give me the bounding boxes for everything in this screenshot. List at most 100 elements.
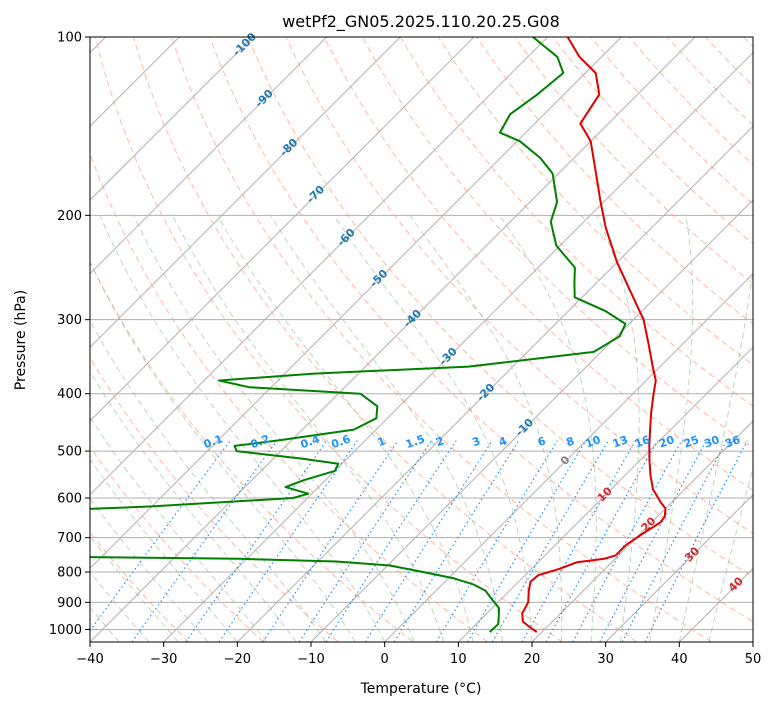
dry-adiabat xyxy=(90,446,264,642)
y-tick-label: 1000 xyxy=(49,623,82,638)
moist-adiabat xyxy=(90,319,327,642)
axes: −40 −30 −20 −10 0 10 20 30 40 50 1000 900 800 700 600 5… xyxy=(49,31,761,668)
chart-title: wetPf2_GN05.2025.110.20.25.G08 xyxy=(282,12,560,32)
mixing-ratio-label: 4 xyxy=(497,434,509,449)
mixing-ratio-line xyxy=(545,440,659,642)
isotherm-line xyxy=(90,37,328,275)
y-axis-title: Pressure (hPa) xyxy=(13,290,29,390)
mixing-ratio-line xyxy=(621,440,728,642)
mixing-ratio-label: 0.6 xyxy=(330,432,353,451)
mixing-ratio-label: 13 xyxy=(611,433,630,450)
mixing-ratio-label: 3 xyxy=(470,434,482,449)
dewpoint-trace xyxy=(90,37,627,633)
isotherm-line xyxy=(384,272,753,642)
moist-adiabat xyxy=(270,215,503,642)
mixing-ratio-line xyxy=(491,440,609,642)
moist-adiabat xyxy=(678,265,753,642)
mixing-ratio-line xyxy=(521,440,637,642)
moist-adiabat xyxy=(499,215,597,642)
mixing-ratio-label: 0.1 xyxy=(202,432,225,451)
plot-frame xyxy=(89,36,754,643)
moist-adiabat xyxy=(90,260,356,642)
mixing-ratio-line xyxy=(466,440,587,642)
y-tick-label: 700 xyxy=(57,531,82,546)
dry-adiabat xyxy=(476,37,753,325)
x-tick-label: 20 xyxy=(524,652,541,667)
mixing-ratio-label: 8 xyxy=(564,434,576,449)
mixing-ratio-label: 10 xyxy=(584,433,603,451)
mixing-ratio-label: 0.4 xyxy=(299,432,322,451)
mixing-ratio-line xyxy=(298,440,432,642)
x-tick-label: 10 xyxy=(450,652,467,667)
y-tick-label: 200 xyxy=(57,209,82,224)
dry-adiabat xyxy=(132,37,638,642)
background-lines xyxy=(90,37,753,642)
y-tick-label: 100 xyxy=(57,31,82,46)
moist-adiabat xyxy=(596,215,640,642)
moist-adiabat xyxy=(217,215,474,642)
mixing-ratio-label: 1.5 xyxy=(404,432,427,451)
moist-adiabat xyxy=(333,215,533,642)
mixing-ratio-label: 2 xyxy=(434,434,446,449)
y-tick-label: 600 xyxy=(57,492,82,507)
moist-adiabat xyxy=(172,215,445,642)
moist-adiabat xyxy=(649,215,694,642)
mixing-ratio-line xyxy=(364,440,493,642)
isotherm-line xyxy=(90,37,475,422)
temperature-trace xyxy=(521,37,667,633)
y-tick-label: 800 xyxy=(57,566,82,581)
mixing-ratio-label: 25 xyxy=(682,433,701,450)
y-tick-label: 300 xyxy=(57,313,82,328)
x-tick-label: −20 xyxy=(224,652,251,667)
mixing-ratio-line xyxy=(599,440,707,642)
dry-adiabat xyxy=(247,37,753,578)
isotherm-line xyxy=(90,37,401,349)
mixing-ratio-line xyxy=(131,440,278,642)
y-tick-label: 900 xyxy=(57,596,82,611)
y-tick-label: 400 xyxy=(57,387,82,402)
x-tick-label: 0 xyxy=(381,652,389,667)
y-tick-label: 500 xyxy=(57,445,82,460)
x-tick-label: 50 xyxy=(745,652,762,667)
mixing-ratio-label: 20 xyxy=(657,433,676,451)
dry-adiabat xyxy=(323,37,753,491)
moist-adiabat xyxy=(99,215,386,642)
moist-adiabat xyxy=(90,416,268,642)
moist-adiabat xyxy=(409,215,563,642)
mixing-ratio-label: 1 xyxy=(376,434,388,449)
moist-adiabat xyxy=(133,215,415,642)
mixing-ratio-line xyxy=(572,440,683,642)
x-tick-label: 30 xyxy=(597,652,614,667)
isotherm-line xyxy=(605,493,753,642)
dry-adiabat xyxy=(285,37,753,535)
mixing-ratio-line xyxy=(644,440,748,642)
isotherm-line xyxy=(90,37,549,496)
sounding-traces xyxy=(90,37,667,633)
x-tick-label: 40 xyxy=(671,652,688,667)
mixing-ratio-label: 0.2 xyxy=(249,432,272,451)
moist-adiabat xyxy=(90,370,297,642)
dry-adiabat xyxy=(171,37,712,642)
mixing-ratio-line xyxy=(185,440,328,642)
mixing-ratio-label: 36 xyxy=(723,433,742,451)
isotherm-line xyxy=(90,37,696,642)
moist-adiabat xyxy=(90,458,238,642)
x-tick-label: −10 xyxy=(297,652,324,667)
dry-adiabat xyxy=(209,37,753,623)
mixing-ratio-line xyxy=(393,440,520,642)
mixing-ratio-label: 30 xyxy=(702,433,721,451)
mixing-ratio-label: 16 xyxy=(633,433,652,451)
isotherm-line xyxy=(163,51,753,642)
dry-adiabat xyxy=(94,37,563,642)
isotherm-line xyxy=(90,37,254,201)
isotherm-line xyxy=(236,125,753,642)
mixing-ratio-label: 6 xyxy=(536,434,548,449)
x-axis-title: Temperature (°C) xyxy=(360,681,482,697)
x-tick-label: −40 xyxy=(76,652,103,667)
dry-adiabat xyxy=(514,37,753,285)
mixing-ratio-line xyxy=(435,440,558,642)
x-tick-label: −30 xyxy=(150,652,177,667)
isotherm-line xyxy=(90,37,622,570)
